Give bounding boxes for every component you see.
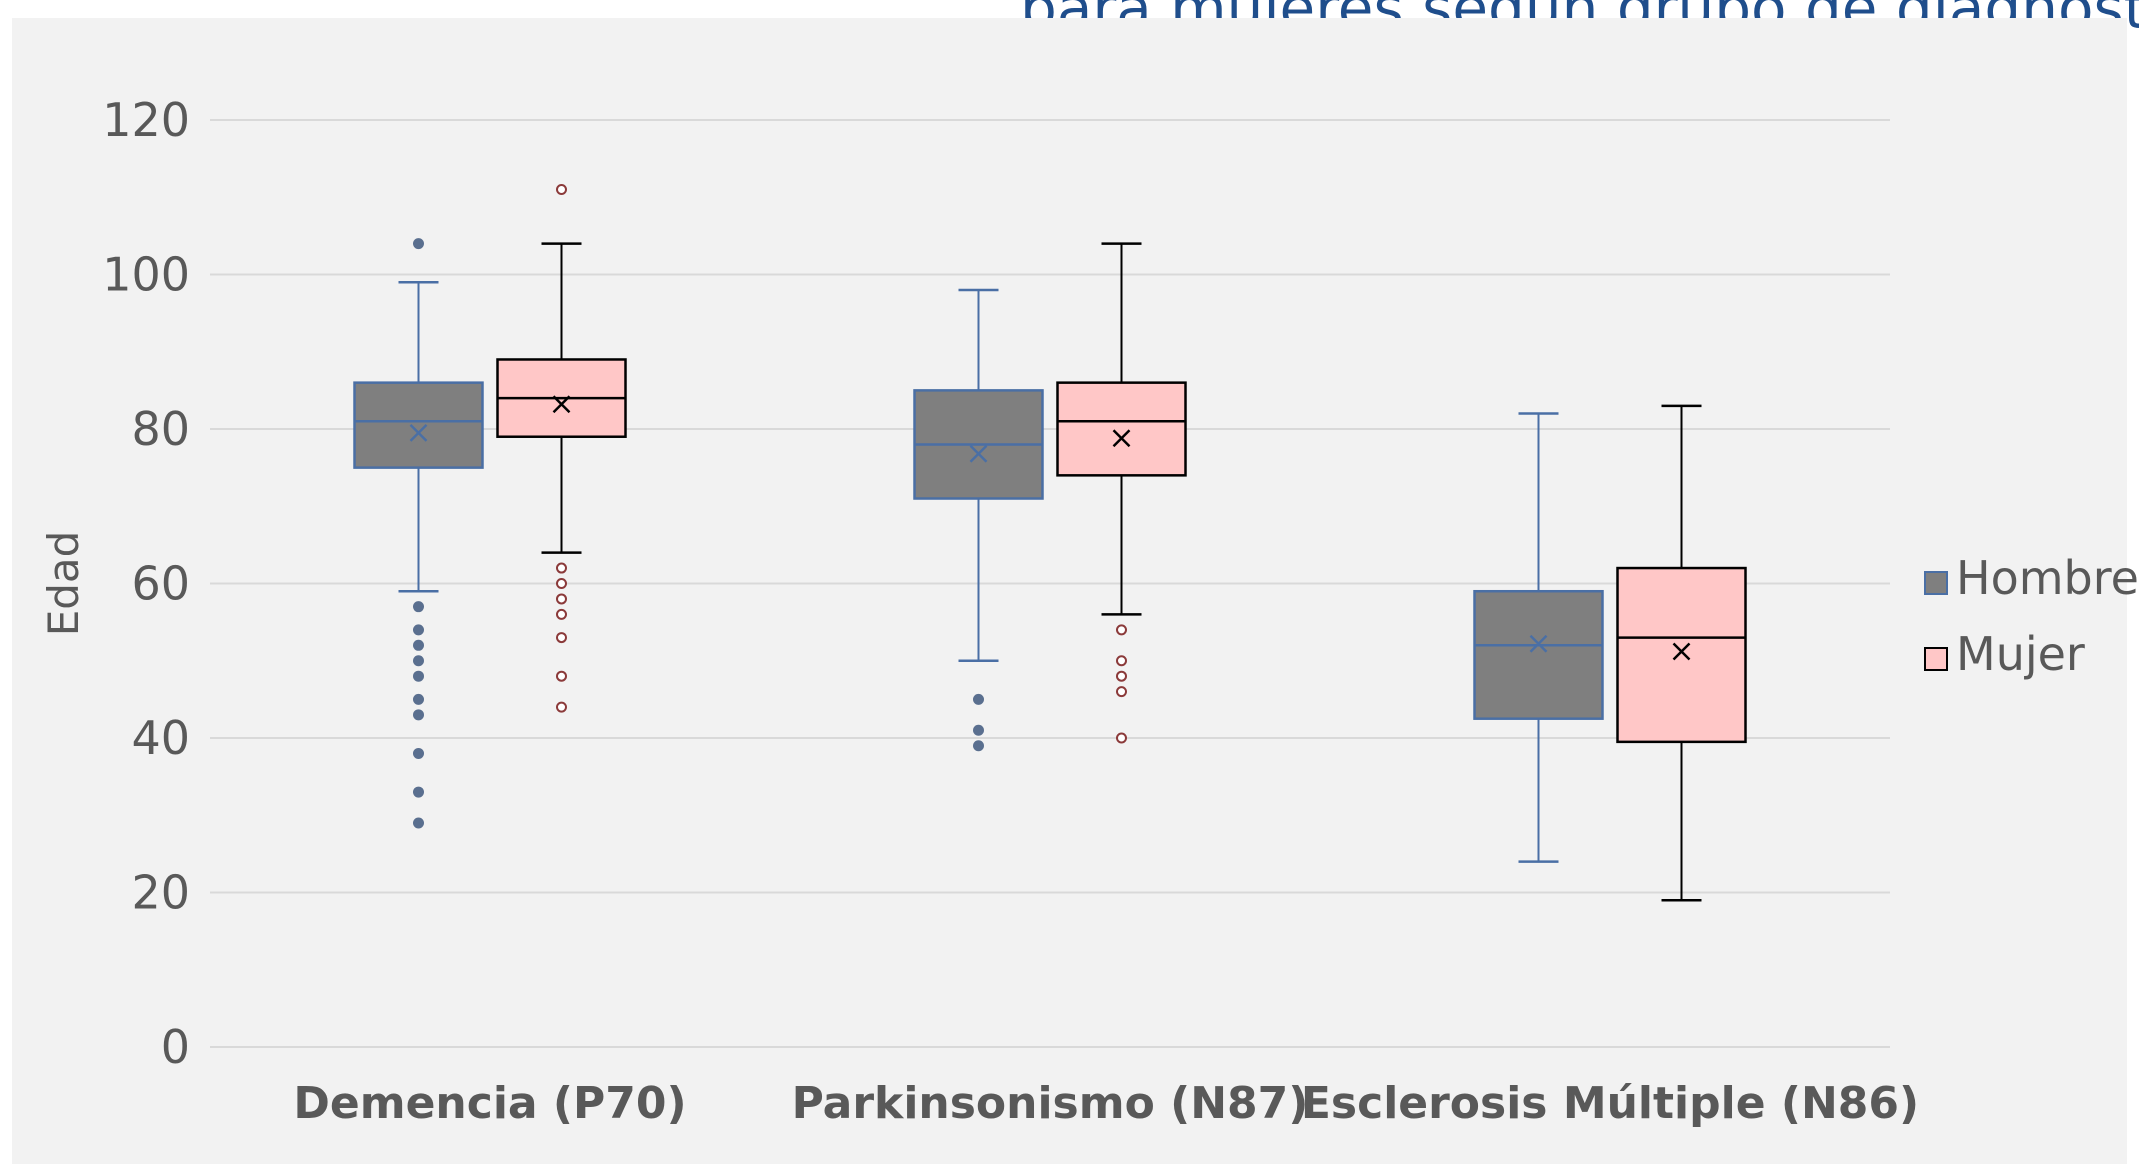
outlier-point — [1116, 624, 1127, 636]
outlier-point — [556, 562, 567, 574]
box-hombre-2 — [913, 288, 1044, 752]
chart-area-background — [12, 18, 2127, 1164]
outlier-point — [556, 701, 567, 713]
y-tick-label: 120 — [102, 93, 190, 147]
legend-swatch-hombre — [1924, 571, 1948, 595]
x-tick-label: Demencia (P70) — [293, 1078, 686, 1129]
outlier-point — [413, 670, 424, 682]
outlier-point — [413, 693, 424, 705]
outlier-point — [413, 747, 424, 759]
outlier-point — [413, 786, 424, 798]
iqr-box — [1616, 566, 1747, 744]
box-mujer-1 — [496, 184, 627, 713]
outlier-point — [556, 184, 567, 196]
legend-label-hombre: Hombre — [1956, 551, 2139, 605]
outlier-point — [1116, 670, 1127, 682]
y-tick-label: 100 — [102, 248, 190, 302]
outlier-point — [1116, 655, 1127, 667]
outlier-point — [973, 693, 984, 705]
box-hombre-1 — [353, 238, 484, 829]
box-hombre-3 — [1473, 412, 1604, 863]
outlier-point — [973, 724, 984, 736]
legend: Hombre Mujer — [1924, 551, 2139, 681]
mean-marker — [1112, 429, 1131, 448]
outlier-point — [413, 601, 424, 613]
mean-marker — [552, 395, 571, 414]
outlier-point — [413, 639, 424, 651]
box-mujer-3 — [1616, 404, 1747, 902]
outlier-point — [556, 578, 567, 589]
outlier-point — [556, 632, 567, 644]
outlier-point — [413, 655, 424, 667]
y-tick-label: 40 — [131, 711, 190, 765]
mean-marker — [1529, 634, 1548, 653]
outlier-point — [1116, 686, 1127, 698]
iqr-box — [1473, 589, 1604, 720]
iqr-box — [1056, 381, 1187, 477]
legend-swatch-mujer — [1924, 647, 1948, 671]
y-axis-label: Edad — [39, 531, 88, 637]
y-tick-label: 60 — [131, 557, 190, 611]
mean-marker — [409, 423, 428, 442]
legend-label-mujer: Mujer — [1956, 627, 2085, 681]
outlier-point — [413, 624, 424, 636]
outlier-point — [556, 608, 567, 620]
outlier-point — [556, 593, 567, 605]
outlier-point — [413, 817, 424, 829]
box-mujer-2 — [1056, 242, 1187, 744]
outlier-point — [1116, 732, 1127, 744]
x-tick-label: Esclerosis Múltiple (N86) — [1301, 1078, 1919, 1129]
y-tick-label: 0 — [161, 1020, 190, 1074]
outlier-point — [413, 238, 424, 250]
iqr-box — [353, 381, 484, 469]
y-tick-label: 80 — [131, 402, 190, 456]
outlier-point — [973, 740, 984, 752]
mean-marker — [969, 444, 988, 463]
outlier-point — [556, 670, 567, 682]
mean-marker — [1672, 642, 1691, 661]
y-tick-label: 20 — [131, 866, 190, 920]
outlier-point — [413, 709, 424, 721]
x-tick-label: Parkinsonismo (N87) — [792, 1078, 1309, 1129]
